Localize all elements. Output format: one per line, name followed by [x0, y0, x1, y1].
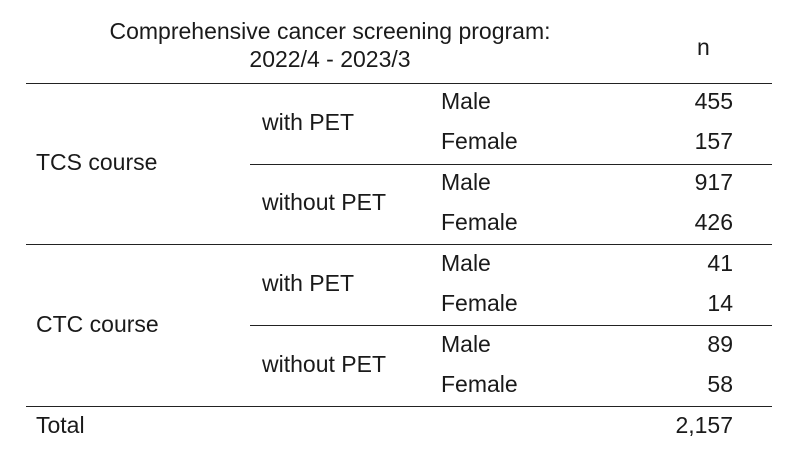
- pet-label-tcs-with: with PET: [262, 109, 355, 135]
- pet-label-tcs-without: without PET: [262, 189, 386, 215]
- table-title-line-1: Comprehensive cancer screening program:: [109, 18, 551, 44]
- count-value: 917: [694, 169, 733, 195]
- ctc-subgroup-rule: [250, 325, 772, 326]
- count-value: 89: [707, 331, 733, 357]
- count-value: 58: [707, 371, 733, 397]
- total-label: Total: [36, 412, 85, 438]
- course-label-ctc: CTC course: [36, 311, 159, 337]
- count-column-header: n: [697, 34, 710, 60]
- table-title-line-2: 2022/4 - 2023/3: [249, 46, 411, 72]
- sex-label: Female: [441, 371, 518, 397]
- sex-label: Female: [441, 290, 518, 316]
- course-separator-rule: [26, 244, 772, 245]
- count-value: 426: [694, 209, 733, 235]
- sex-label: Female: [441, 209, 518, 235]
- count-value: 14: [707, 290, 733, 316]
- count-value: 455: [694, 88, 733, 114]
- count-value: 157: [694, 128, 733, 154]
- header-rule: [26, 83, 772, 84]
- sex-label: Male: [441, 88, 491, 114]
- sex-label: Male: [441, 169, 491, 195]
- total-rule: [26, 406, 772, 407]
- sex-label: Female: [441, 128, 518, 154]
- pet-label-ctc-with: with PET: [262, 270, 355, 296]
- count-value: 41: [707, 250, 733, 276]
- sex-label: Male: [441, 250, 491, 276]
- total-value: 2,157: [675, 412, 733, 438]
- tcs-subgroup-rule: [250, 164, 772, 165]
- course-label-tcs: TCS course: [36, 149, 158, 175]
- sex-label: Male: [441, 331, 491, 357]
- pet-label-ctc-without: without PET: [262, 351, 386, 377]
